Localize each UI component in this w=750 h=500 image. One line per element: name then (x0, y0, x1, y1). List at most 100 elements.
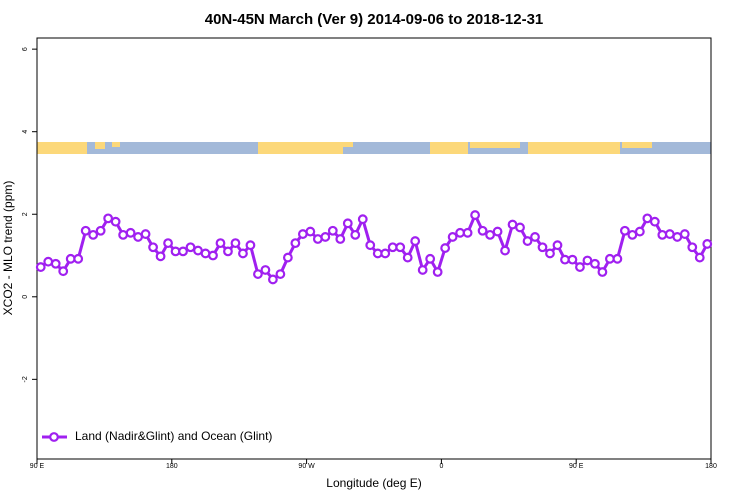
data-point (50, 258, 61, 269)
data-point (140, 229, 151, 239)
data-point (619, 225, 630, 236)
data-point (125, 227, 136, 238)
data-point (253, 269, 263, 279)
data-point (282, 252, 293, 263)
data-point (275, 269, 286, 279)
data-point (440, 243, 451, 253)
data-point (552, 240, 563, 251)
data-point (335, 234, 346, 244)
data-point (612, 253, 623, 264)
data-point (500, 245, 510, 256)
data-point (350, 229, 361, 240)
data-point (492, 226, 503, 237)
land-band (622, 142, 652, 148)
data-point (110, 216, 121, 227)
land-band (528, 142, 620, 154)
data-point (395, 242, 406, 253)
data-point (208, 250, 218, 261)
data-point (238, 248, 248, 259)
data-point (694, 252, 705, 263)
data-point (155, 251, 166, 262)
land-band (112, 142, 120, 147)
x-tick-label: 90 E (30, 463, 45, 470)
legend-label: Land (Nadir&Glint) and Ocean (Glint) (75, 429, 272, 443)
data-point (320, 232, 331, 242)
x-tick-label: 90 E (569, 463, 584, 470)
chart-title: 40N-45N March (Ver 9) 2014-09-06 to 2018… (205, 11, 544, 28)
land-band (37, 142, 87, 154)
land-band (343, 142, 353, 147)
x-axis-label: Longitude (deg E) (326, 476, 421, 490)
data-point (268, 274, 278, 285)
data-point (432, 267, 443, 277)
y-tick-label: 4 (22, 130, 29, 134)
plot-frame (36, 37, 712, 460)
data-point (58, 266, 69, 277)
data-point (80, 225, 91, 236)
data-point (103, 213, 114, 224)
land-band (470, 142, 520, 148)
data-point (245, 240, 256, 251)
data-point (567, 254, 578, 265)
data-point (537, 242, 548, 253)
data-point (342, 218, 353, 229)
x-tick-label: 180 (166, 463, 178, 470)
data-point (522, 236, 533, 246)
land-band (95, 142, 105, 149)
x-tick-label: 180 (705, 463, 717, 470)
data-point (649, 216, 660, 227)
legend-marker (49, 432, 59, 442)
data-point (417, 265, 428, 275)
data-point (545, 248, 555, 259)
data-point (515, 222, 525, 233)
data-point (230, 238, 241, 249)
data-point (687, 242, 698, 253)
land-band (430, 142, 468, 154)
y-tick-label: 0 (22, 295, 29, 299)
data-point (215, 238, 226, 249)
land-ocean-strip (37, 142, 711, 154)
data-point (410, 236, 421, 246)
data-point (590, 258, 600, 269)
data-point (185, 242, 196, 253)
data-point (477, 225, 488, 236)
y-tick-label: 2 (22, 212, 29, 216)
data-point (148, 242, 158, 253)
land-band (258, 142, 343, 154)
data-point (357, 214, 368, 225)
x-tick-label: 90 W (298, 463, 315, 470)
data-point (485, 229, 495, 240)
data-point (380, 248, 391, 259)
data-point (702, 239, 713, 249)
data-point (597, 267, 608, 277)
data-point (462, 227, 473, 238)
data-point (327, 225, 338, 236)
data-point (365, 240, 376, 251)
y-tick-label: -2 (22, 376, 29, 382)
data-point (447, 232, 458, 242)
data-point (178, 246, 188, 257)
data-point (575, 262, 585, 272)
data-point (95, 225, 106, 236)
data-point (642, 213, 653, 224)
data-point (402, 252, 413, 263)
data-point (88, 229, 99, 240)
data-point (679, 229, 690, 239)
x-tick-label: 0 (439, 463, 443, 470)
data-point (627, 229, 638, 240)
data-point (223, 246, 233, 257)
data-point (305, 226, 316, 237)
y-tick-label: 6 (22, 47, 29, 51)
data-point (530, 232, 540, 242)
data-point (634, 226, 645, 237)
data-point (35, 262, 46, 272)
data-point (582, 255, 593, 266)
data-point (470, 210, 481, 220)
data-point (73, 253, 84, 264)
y-axis-label: XCO2 - MLO trend (ppm) (1, 181, 15, 316)
data-point (163, 238, 173, 249)
data-point (260, 265, 271, 275)
data-point (290, 238, 301, 249)
